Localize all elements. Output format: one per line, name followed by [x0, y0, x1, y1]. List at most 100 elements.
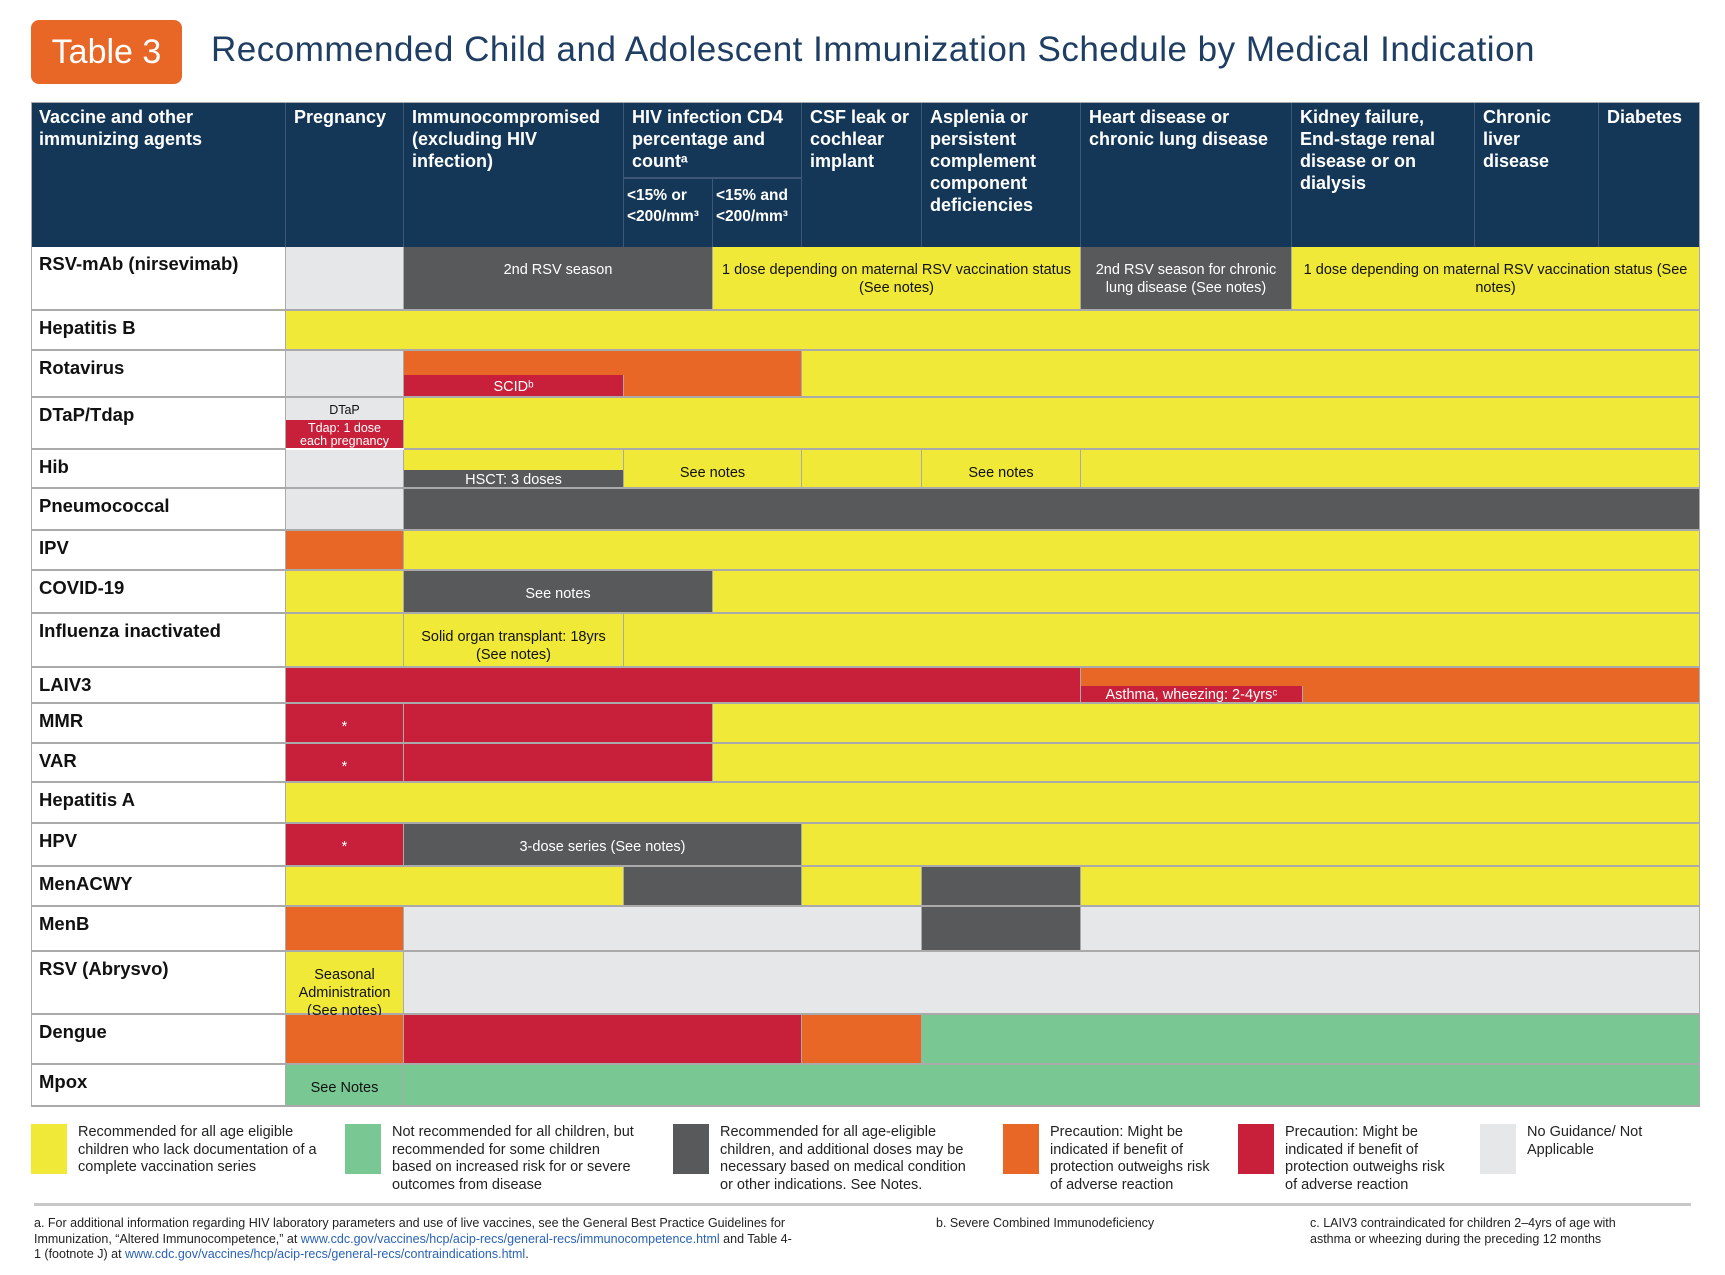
row-label: MenACWY [31, 867, 286, 907]
immunocompetence-link[interactable]: www.cdc.gov/vaccines/hcp/acip-recs/gener… [300, 1231, 720, 1246]
header-1: Pregnancy [286, 102, 404, 247]
cell-yellow [802, 351, 1700, 398]
cell-yellow [802, 450, 922, 489]
table-number-badge: Table 3 [31, 20, 182, 84]
cell-yellow [713, 571, 1700, 614]
row-label: Hib [31, 450, 286, 489]
cell-text: * [341, 839, 348, 855]
legend-text: Precaution: Might be indicated if benefi… [1050, 1124, 1210, 1193]
legend-swatch-green [345, 1124, 381, 1174]
cell-text: 1 dose depending on maternal RSV vaccina… [721, 262, 1072, 296]
cell-yellow [802, 824, 1700, 867]
legend-swatch-yellow [31, 1124, 67, 1174]
cell-yellow [1081, 450, 1700, 489]
cell-yellow: 1 dose depending on maternal RSV vaccina… [713, 247, 1081, 311]
cell-dark [624, 867, 802, 907]
cell-gray [286, 351, 404, 398]
cell-yellow: Solid organ transplant: 18yrs (See notes… [404, 614, 624, 668]
row-label: Dengue [31, 1015, 286, 1065]
cell-yellow [286, 311, 1700, 351]
row-label: LAIV3 [31, 668, 286, 704]
row-label: MMR [31, 704, 286, 744]
footnote-b: b. Severe Combined Immunodeficiency [936, 1216, 1155, 1230]
header-2: Immunocompromised (excluding HIV infecti… [404, 102, 624, 247]
cell-text: See notes [968, 465, 1034, 481]
cell-green [404, 1065, 1700, 1107]
cell-gray [286, 247, 404, 311]
cell-red: SCIDᵇ [404, 375, 624, 396]
cell-yellow [624, 614, 1700, 668]
cell-text: * [341, 759, 348, 775]
header-9: Diabetes [1599, 102, 1700, 247]
cell-green [922, 1015, 1700, 1065]
cell-red [404, 1015, 802, 1065]
cell-red [404, 704, 713, 744]
cell-orange [802, 1015, 922, 1065]
cell-yellow [713, 704, 1700, 744]
cell-text: HSCT: 3 doses [465, 471, 562, 488]
cell-yellow: 1 dose depending on maternal RSV vaccina… [1292, 247, 1700, 311]
legend-swatch-dark [673, 1124, 709, 1174]
row-label: DTaP/Tdap [31, 398, 286, 450]
cell-yellow: See notes [624, 450, 802, 489]
legend-swatch-red [1238, 1124, 1274, 1174]
legend-text: Not recommended for all children, but re… [392, 1124, 634, 1193]
cell-dark: 2nd RSV season for chronic lung disease … [1081, 247, 1292, 311]
header-6: Heart disease or chronic lung disease [1081, 102, 1292, 247]
row-label: VAR [31, 744, 286, 783]
cell-red [286, 668, 1081, 704]
cell-text: 1 dose depending on maternal RSV vaccina… [1303, 262, 1688, 296]
cell-text: See notes [525, 586, 591, 602]
page-title: Recommended Child and Adolescent Immuniz… [211, 30, 1536, 69]
header-hiv-sub-1: <15% or <200/mm³ [624, 177, 713, 247]
row-label: RSV-mAb (nirsevimab) [31, 247, 286, 311]
header-7: Kidney failure, End-stage renal disease … [1292, 102, 1475, 247]
header-5: Asplenia or persistent complement compon… [922, 102, 1081, 247]
cell-text: Tdap: 1 dose each pregnancy [300, 420, 389, 448]
cell-gray [286, 489, 404, 531]
footnote-a-text-3: . [525, 1247, 529, 1261]
row-label: RSV (Abrysvo) [31, 952, 286, 1015]
header-8: Chronic liver disease [1475, 102, 1599, 247]
legend-text: Recommended for all age eligible childre… [78, 1124, 317, 1175]
cell-text: Seasonal Administration (See notes) [298, 967, 391, 1019]
cell-red [404, 744, 713, 783]
legend-swatch-gray [1480, 1124, 1516, 1174]
cell-red: * [286, 704, 404, 744]
legend-text: Recommended for all age-eligible childre… [720, 1124, 966, 1193]
cell-text: SCIDᵇ [493, 378, 534, 395]
cell-red: * [286, 824, 404, 867]
cell-orange [286, 907, 404, 952]
cell-gray [404, 907, 922, 952]
legend-swatch-orange [1003, 1124, 1039, 1174]
row-label: MenB [31, 907, 286, 952]
contraindications-link[interactable]: www.cdc.gov/vaccines/hcp/acip-recs/gener… [125, 1247, 526, 1261]
cell-yellow [404, 531, 1700, 571]
row-label: IPV [31, 531, 286, 571]
cell-red: * [286, 744, 404, 783]
cell-yellow [802, 867, 922, 907]
cell-orange [286, 531, 404, 571]
cell-yellow [286, 614, 404, 668]
cell-dark [922, 907, 1081, 952]
header-vaccine: Vaccine and other immunizing agents [31, 102, 286, 247]
cell-text: See Notes [310, 1080, 379, 1096]
cell-yellow [1081, 867, 1700, 907]
legend-text: Precaution: Might be indicated if benefi… [1285, 1124, 1445, 1193]
cell-text: DTaP [329, 403, 360, 417]
cell-text: Asthma, wheezing: 2-4yrsᶜ [1105, 687, 1278, 703]
row-label: Pneumococcal [31, 489, 286, 531]
footnote-a: a. For additional information regarding … [34, 1216, 794, 1263]
cell-red: Asthma, wheezing: 2-4yrsᶜ [1081, 686, 1303, 703]
cell-text: 2nd RSV season for chronic lung disease … [1095, 262, 1277, 296]
cell-yellow [286, 783, 1700, 824]
cell-red: Tdap: 1 dose each pregnancy [286, 420, 404, 448]
cell-green: See Notes [286, 1065, 404, 1107]
footnote-a-text: a. For additional information regarding … [34, 1216, 786, 1246]
cell-yellow [404, 398, 1700, 450]
cell-text: See notes [679, 465, 746, 481]
row-label: Hepatitis A [31, 783, 286, 824]
cell-yellow [713, 744, 1700, 783]
cell-orange [286, 1015, 404, 1065]
row-label: Influenza inactivated [31, 614, 286, 668]
